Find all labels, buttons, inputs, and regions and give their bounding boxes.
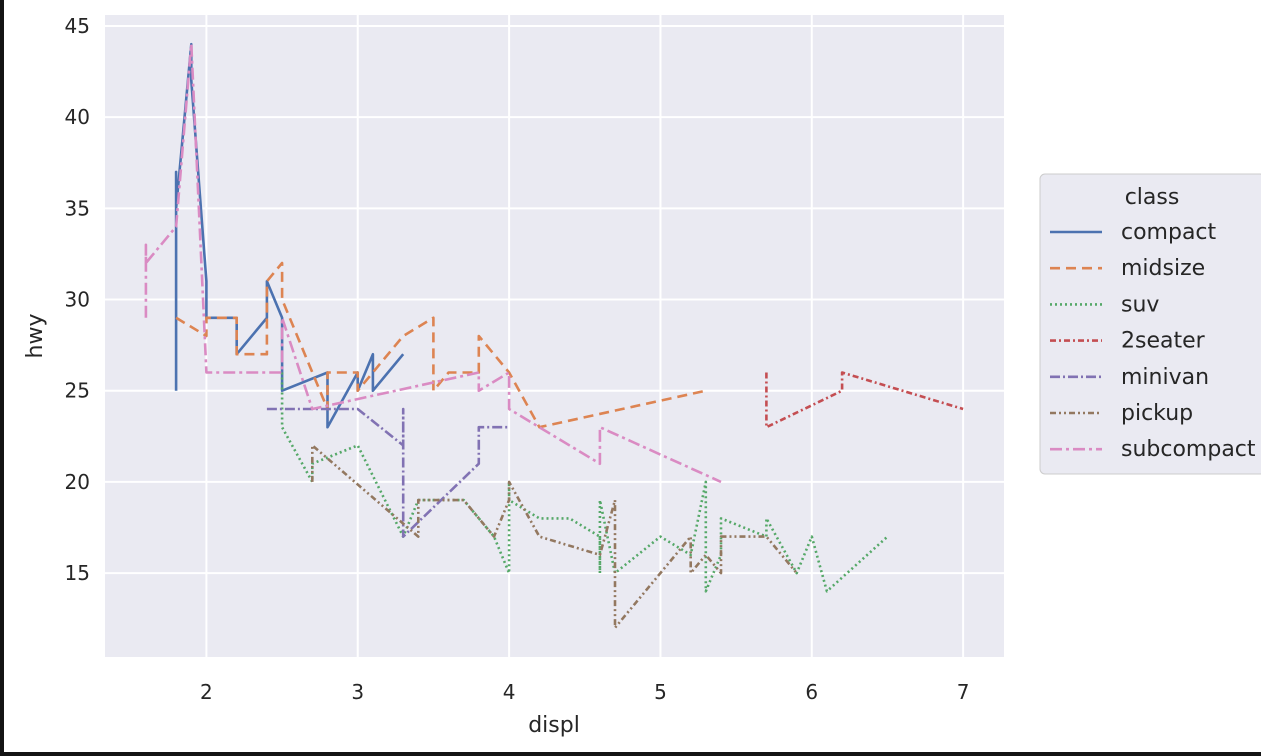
y-tick-label: 40 <box>65 105 90 129</box>
y-tick-label: 45 <box>65 14 90 38</box>
y-tick-label: 30 <box>65 288 90 312</box>
series-line-suv <box>280 372 889 593</box>
y-tick-label: 25 <box>65 379 90 403</box>
legend-box <box>1039 173 1261 475</box>
y-tick-label: 35 <box>65 196 90 220</box>
legend-label-midsize: midsize <box>1121 256 1205 281</box>
x-tick-label: 3 <box>351 680 364 704</box>
x-tick-label: 4 <box>503 680 516 704</box>
series-lines <box>144 42 964 630</box>
legend-title: class <box>1125 185 1180 210</box>
y-tick-label: 15 <box>65 561 90 585</box>
legend-label-pickup: pickup <box>1121 401 1193 426</box>
legend-label-2seater: 2seater <box>1121 329 1206 354</box>
grid <box>105 15 1004 657</box>
plot-area <box>105 15 1004 657</box>
legend-label-compact: compact <box>1121 220 1217 245</box>
x-tick-label: 5 <box>654 680 667 704</box>
series-line-minivan <box>266 407 510 538</box>
y-axis-label: hwy <box>23 314 48 359</box>
series-line-2seater <box>765 371 964 429</box>
legend-label-subcompact: subcompact <box>1121 437 1256 462</box>
legend-label-minivan: minivan <box>1121 365 1209 390</box>
y-tick-label: 20 <box>65 470 90 494</box>
legend-label-suv: suv <box>1121 292 1159 317</box>
legend: class compact midsize suv 2seater minivan pic… <box>1039 173 1261 475</box>
x-tick-label: 6 <box>805 680 818 704</box>
series-line-midsize <box>175 261 707 429</box>
x-tick-label: 7 <box>957 680 970 704</box>
x-tick-label: 2 <box>200 680 213 704</box>
series-line-subcompact <box>144 42 722 484</box>
x-axis-label: displ <box>528 713 580 738</box>
series-line-pickup <box>310 444 798 630</box>
